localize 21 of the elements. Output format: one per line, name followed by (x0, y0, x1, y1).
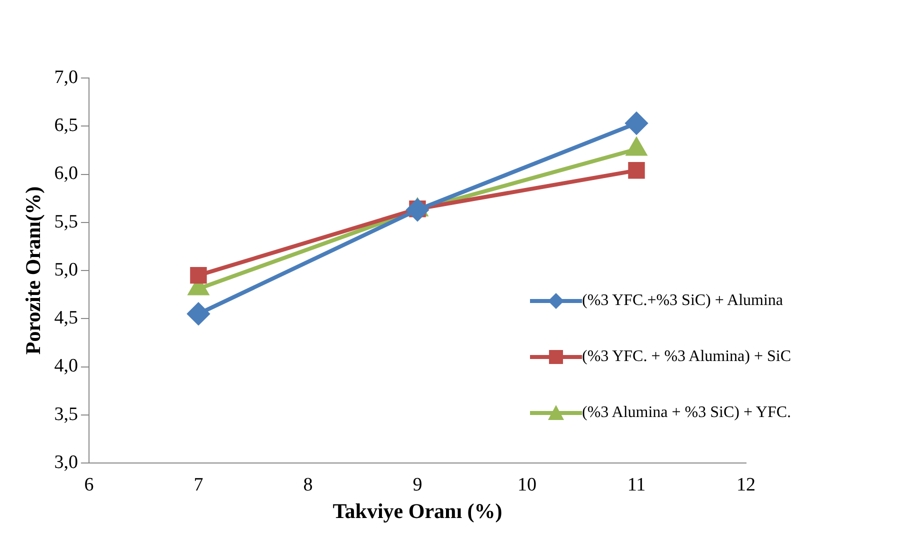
y-tick-label: 4,5 (54, 308, 78, 329)
y-tick-label: 3,0 (54, 452, 78, 473)
y-tick-label: 4,0 (54, 356, 78, 377)
y-tick-label: 5,0 (54, 259, 78, 280)
x-axis-title: Takviye Oranı (%) (332, 498, 502, 523)
x-tick-label: 9 (412, 474, 422, 496)
y-tick-label: 6,0 (54, 163, 78, 184)
y-tick-label: 3,5 (54, 404, 78, 425)
x-tick-label: 10 (517, 474, 536, 496)
x-tick-label: 11 (627, 474, 646, 496)
y-axis-title: Porozite Oranı(%) (21, 186, 46, 355)
legend-label: (%3 YFC.+%3 SiC) + Alumina (582, 292, 784, 310)
x-tick-label: 6 (84, 474, 94, 496)
legend-label: (%3 YFC. + %3 Alumina) + SiC (582, 348, 792, 366)
y-tick-label: 6,5 (54, 115, 78, 136)
y-tick-label: 5,5 (54, 211, 78, 232)
x-tick-label: 7 (194, 474, 204, 496)
legend-label: (%3 Alumina + %3 SiC) + YFC. (582, 404, 792, 422)
y-tick-label: 7,0 (54, 66, 78, 88)
x-tick-label: 8 (303, 474, 313, 496)
x-tick-label: 12 (736, 474, 756, 496)
